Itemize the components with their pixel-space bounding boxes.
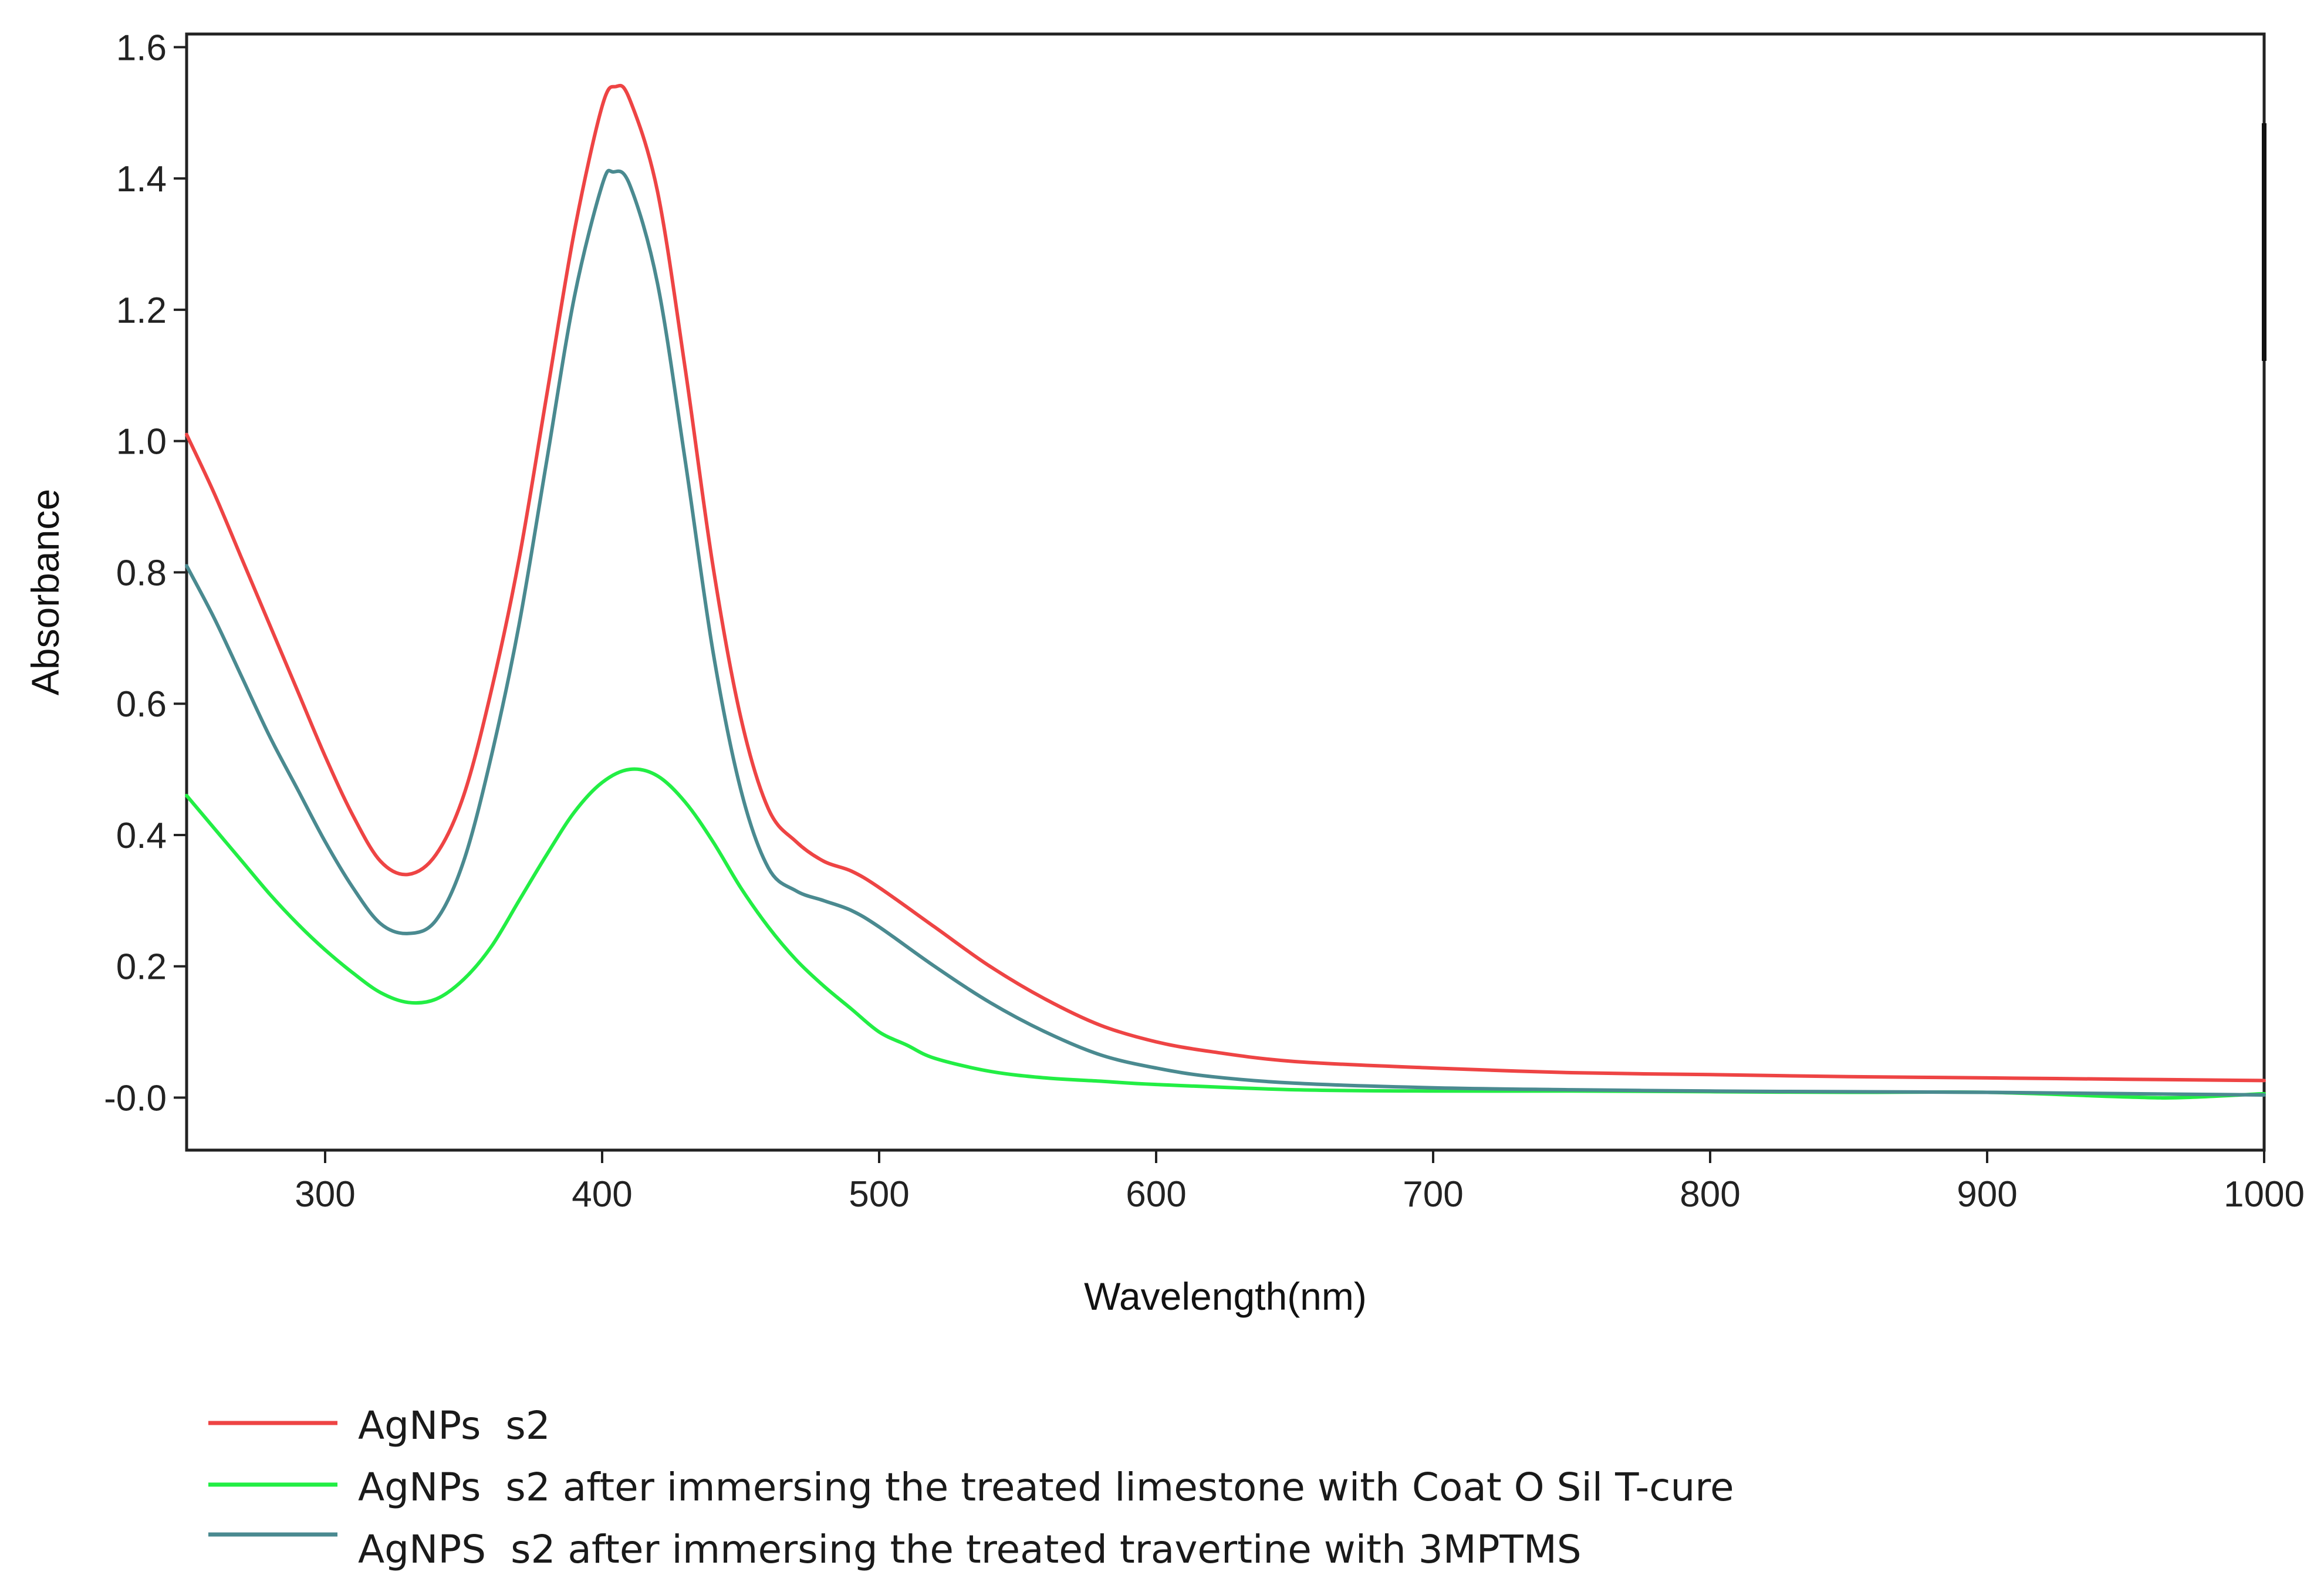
legend-label-1: AgNPs s2 after immersing the treated lim… <box>358 1465 1734 1510</box>
x-tick-label-900: 900 <box>1957 1174 2017 1215</box>
x-tick-label-600: 600 <box>1126 1174 1186 1215</box>
y-axis-title: Absorbance <box>23 489 67 695</box>
y-tick-label--0.0: -0.0 <box>104 1078 167 1118</box>
x-axis-title: Wavelength(nm) <box>1084 1275 1367 1318</box>
y-tick-label-1.6: 1.6 <box>116 28 167 68</box>
y-tick-label-0.8: 0.8 <box>116 553 167 593</box>
x-tick-label-500: 500 <box>849 1174 909 1215</box>
plot-frame <box>185 32 2266 1152</box>
x-tick-label-400: 400 <box>572 1174 632 1215</box>
y-tick-label-1.4: 1.4 <box>116 159 167 200</box>
y-tick-label-1.0: 1.0 <box>116 422 167 462</box>
axis-ticks: 300 400 500 600 700 800 900 1000 -0.0 0.2 0.4 0.6 0.… <box>104 28 2305 1215</box>
x-tick-label-700: 700 <box>1403 1174 1463 1215</box>
x-tick-label-1000: 1000 <box>2224 1174 2305 1215</box>
legend: AgNPs s2 AgNPs s2 after immersing the tr… <box>208 1403 1734 1572</box>
legend-label-0: AgNPs s2 <box>358 1403 550 1448</box>
y-tick-label-0.6: 0.6 <box>116 684 167 725</box>
series-line-0 <box>185 83 2266 1083</box>
x-tick-label-800: 800 <box>1680 1174 1740 1215</box>
x-tick-label-300: 300 <box>295 1174 355 1215</box>
series-line-2 <box>185 168 2266 1097</box>
y-tick-label-0.4: 0.4 <box>116 816 167 856</box>
y-tick-label-0.2: 0.2 <box>116 947 167 988</box>
series-line-1 <box>185 767 2266 1100</box>
y-tick-label-1.2: 1.2 <box>116 290 167 331</box>
legend-label-2: AgNPS s2 after immersing the treated tra… <box>358 1527 1582 1572</box>
series-lines <box>185 83 2266 1100</box>
